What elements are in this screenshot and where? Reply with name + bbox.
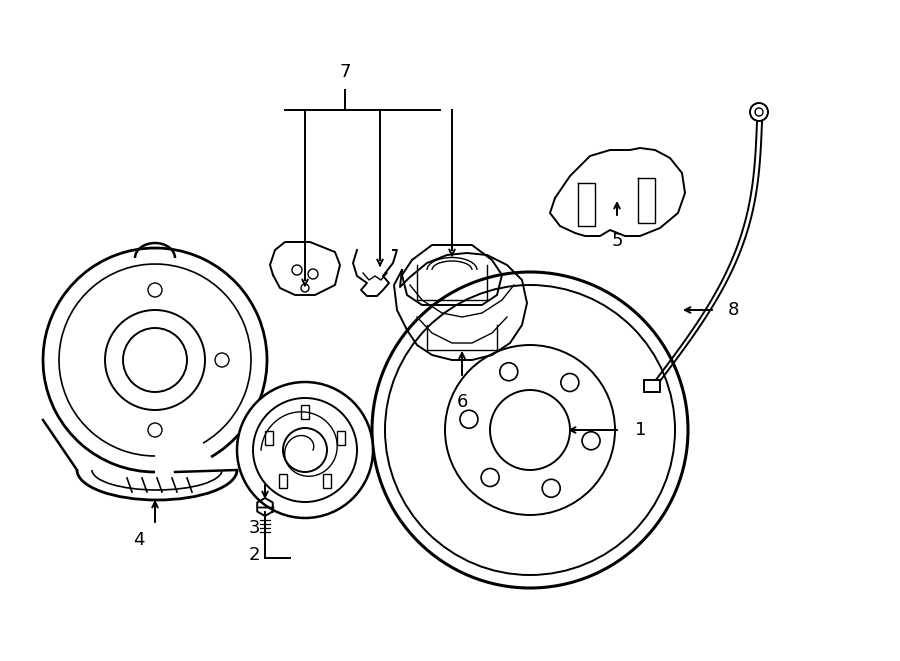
Circle shape bbox=[582, 432, 600, 449]
Circle shape bbox=[445, 345, 615, 515]
Bar bbox=[338, 431, 345, 446]
Bar bbox=[265, 431, 273, 446]
Circle shape bbox=[385, 285, 675, 575]
Circle shape bbox=[123, 328, 187, 392]
Circle shape bbox=[561, 373, 579, 391]
Circle shape bbox=[482, 469, 500, 486]
Text: 6: 6 bbox=[456, 393, 468, 411]
Circle shape bbox=[148, 283, 162, 297]
Circle shape bbox=[542, 479, 560, 497]
Circle shape bbox=[308, 269, 318, 279]
Circle shape bbox=[301, 284, 309, 292]
Circle shape bbox=[649, 382, 655, 388]
Circle shape bbox=[292, 265, 302, 275]
Circle shape bbox=[253, 398, 357, 502]
Circle shape bbox=[283, 428, 327, 472]
Text: 7: 7 bbox=[339, 63, 351, 81]
Circle shape bbox=[755, 108, 763, 116]
Text: 8: 8 bbox=[728, 301, 740, 319]
Text: 5: 5 bbox=[611, 232, 623, 250]
Circle shape bbox=[750, 103, 768, 121]
Bar bbox=[644, 380, 660, 392]
Bar bbox=[323, 474, 331, 488]
Circle shape bbox=[215, 353, 229, 367]
Circle shape bbox=[148, 423, 162, 437]
Text: 2: 2 bbox=[248, 546, 260, 564]
Text: 1: 1 bbox=[635, 421, 646, 439]
Circle shape bbox=[105, 310, 205, 410]
Text: 4: 4 bbox=[133, 531, 145, 549]
Circle shape bbox=[490, 390, 570, 470]
Circle shape bbox=[460, 410, 478, 428]
Circle shape bbox=[500, 363, 518, 381]
Text: 3: 3 bbox=[248, 519, 260, 537]
Bar bbox=[301, 405, 309, 419]
Circle shape bbox=[237, 382, 373, 518]
Bar bbox=[279, 474, 287, 488]
Circle shape bbox=[372, 272, 688, 588]
